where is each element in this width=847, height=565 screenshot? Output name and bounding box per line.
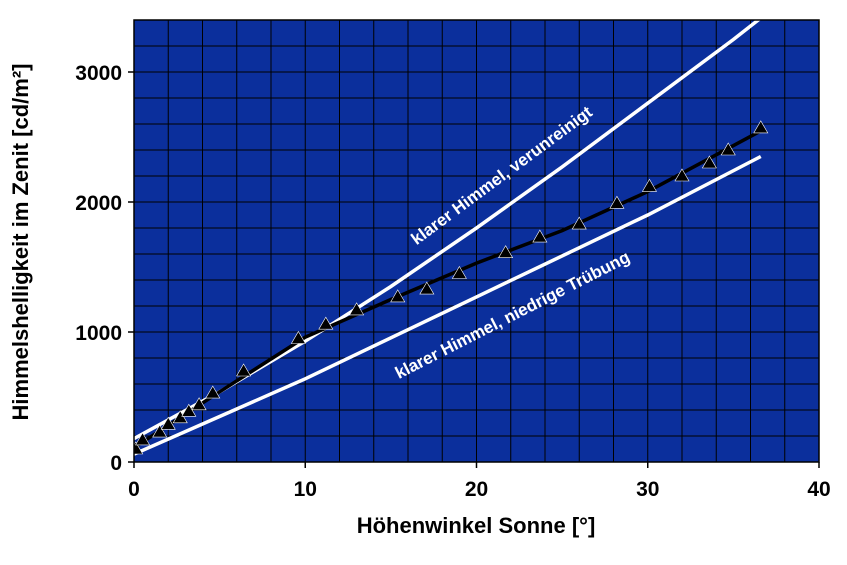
triangle-marker <box>172 410 188 424</box>
triangle-marker <box>236 363 252 377</box>
triangle-marker <box>181 403 197 417</box>
plot-border <box>133 19 820 463</box>
y-axis-label: Himmelshelligkeit im Zenit [cd/m²] <box>8 64 33 421</box>
triangle-marker <box>191 397 207 411</box>
x-axis-label: Höhenwinkel Sonne [°] <box>357 513 596 538</box>
x-tick-label: 20 <box>465 478 488 501</box>
triangle-marker <box>135 432 151 446</box>
triangle-marker <box>419 281 435 295</box>
triangle-marker <box>290 330 306 344</box>
triangle-marker <box>349 302 365 316</box>
y-tick-label: 0 <box>110 452 122 475</box>
triangle-marker <box>205 385 221 399</box>
y-tick-label: 1000 <box>75 322 122 345</box>
plot-area <box>134 20 819 462</box>
x-tick-label: 30 <box>636 478 659 501</box>
curve <box>134 154 762 456</box>
triangle-marker <box>674 168 690 182</box>
triangle-marker <box>701 155 717 169</box>
x-tick-label: 40 <box>807 478 830 501</box>
triangle-marker <box>390 289 406 303</box>
triangle-marker <box>318 316 334 330</box>
triangle-marker <box>152 424 168 438</box>
triangle-marker <box>498 245 514 258</box>
triangle-marker <box>609 195 625 209</box>
triangle-marker <box>160 416 176 430</box>
triangle-marker <box>720 142 736 156</box>
x-tick-label: 10 <box>294 478 317 501</box>
triangle-marker <box>753 120 769 134</box>
triangle-marker <box>641 178 657 192</box>
triangle-marker <box>451 265 467 279</box>
y-tick-label: 2000 <box>75 192 122 215</box>
triangle-marker <box>532 229 548 243</box>
x-tick-label: 0 <box>128 478 140 501</box>
triangle-marker <box>571 216 587 230</box>
curve <box>134 130 760 450</box>
y-tick-label: 3000 <box>75 62 122 85</box>
